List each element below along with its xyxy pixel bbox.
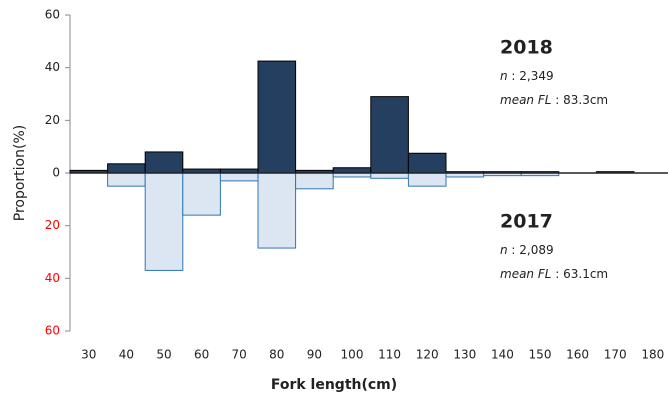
- bar: [257, 60, 297, 174]
- x-tick-label: 150: [529, 348, 552, 362]
- bar: [407, 172, 447, 187]
- x-tick-label: 120: [416, 348, 439, 362]
- bar: [332, 167, 372, 174]
- bar: [407, 152, 447, 174]
- stat-value: : 83.3cm: [551, 93, 608, 107]
- stat-value: : 63.1cm: [551, 267, 608, 281]
- y-tick-label: 0: [52, 166, 60, 180]
- x-tick-label: 50: [156, 348, 171, 362]
- annotation-title: 2018: [500, 37, 553, 59]
- y-tick-label: 20: [45, 113, 60, 127]
- x-tick-label: 90: [307, 348, 322, 362]
- x-tick-label: 30: [81, 348, 96, 362]
- annotation-line: n : 2,089: [500, 243, 554, 257]
- x-tick-label: 60: [194, 348, 209, 362]
- x-tick-label: 140: [491, 348, 514, 362]
- x-tick-label: 160: [566, 348, 589, 362]
- y-axis-label: Proportion(%): [12, 125, 28, 221]
- x-tick-label: 70: [232, 348, 247, 362]
- annotation-line: mean FL : 63.1cm: [500, 267, 608, 281]
- bar: [144, 172, 184, 271]
- y-tick-label: 40: [45, 60, 60, 74]
- x-tick-label: 180: [641, 348, 664, 362]
- stat-label: n: [500, 69, 508, 83]
- x-axis-label: Fork length(cm): [271, 377, 397, 393]
- bar: [144, 151, 184, 174]
- bar: [107, 172, 146, 187]
- y-tick-label: 60: [45, 8, 60, 22]
- x-tick-label: 40: [119, 348, 134, 362]
- x-tick-label: 80: [269, 348, 284, 362]
- x-tick-label: 110: [378, 348, 401, 362]
- y-tick-label: 40: [45, 271, 60, 285]
- stat-value: : 2,089: [508, 243, 554, 257]
- annotation-line: n : 2,349: [500, 69, 554, 83]
- y-tick-label: 60: [45, 324, 60, 338]
- stat-label: n: [500, 243, 508, 257]
- stat-value: : 2,349: [508, 69, 554, 83]
- annotation-line: mean FL : 83.3cm: [500, 93, 608, 107]
- bar: [107, 163, 146, 174]
- x-tick-label: 130: [453, 348, 476, 362]
- bar: [370, 96, 409, 174]
- bar: [219, 172, 259, 182]
- bar: [182, 172, 221, 216]
- stat-label: mean FL: [500, 267, 551, 281]
- annotation-title: 2017: [500, 211, 553, 233]
- y-tick-label: 20: [45, 218, 60, 232]
- x-tick-label: 100: [341, 348, 364, 362]
- x-tick-label: 170: [604, 348, 627, 362]
- stat-label: mean FL: [500, 93, 551, 107]
- bar: [370, 172, 409, 179]
- bar: [257, 172, 297, 249]
- bar: [295, 172, 334, 190]
